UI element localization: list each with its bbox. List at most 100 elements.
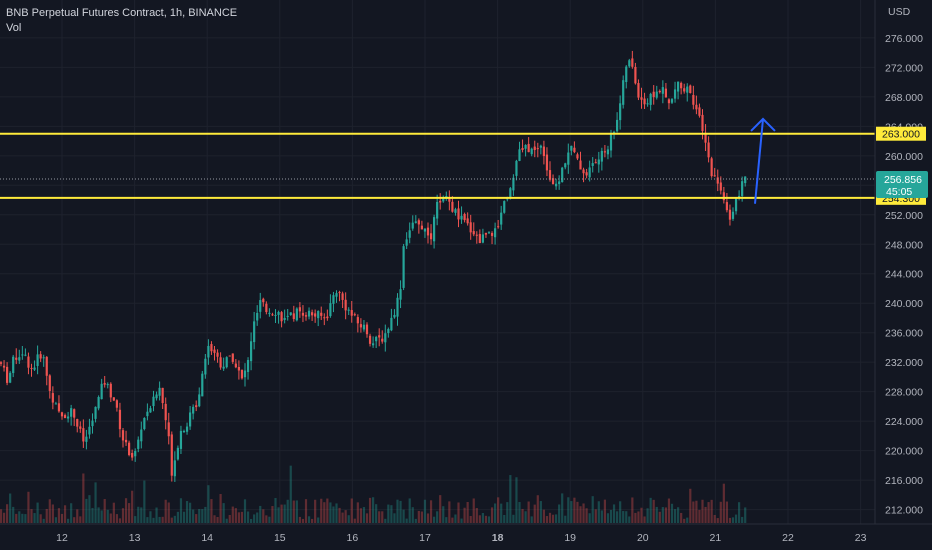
candle-body [561,167,564,183]
volume-bar [637,511,640,523]
volume-bar [67,518,70,523]
volume-bar [375,504,378,523]
y-tick-label[interactable]: 244.000 [885,269,923,281]
volume-bar [451,517,454,523]
candle-body [118,409,122,430]
x-tick-label[interactable]: 14 [201,532,213,544]
candle-body [381,338,384,342]
candle-body [658,90,661,93]
candle-body [603,151,606,153]
candle-body [51,393,54,403]
volume-bar [716,518,719,523]
volume-bar [70,503,73,523]
volume-bar [146,517,149,523]
volume-bar [393,513,396,523]
y-tick-label[interactable]: 224.000 [885,416,923,428]
x-tick-label[interactable]: 21 [710,532,722,544]
volume-bar [253,514,256,523]
volume-bar [670,503,674,523]
y-tick-label[interactable]: 240.000 [885,298,923,310]
volume-bar [481,513,484,523]
volume-bar [603,499,606,523]
candle-body [356,317,359,324]
volume-bar [655,506,658,523]
horizontal-levels[interactable] [0,132,875,199]
volume-bar [417,510,420,523]
candle-body [567,152,570,165]
x-tick-label[interactable]: 23 [855,532,867,544]
volume-bar [204,506,207,523]
candle-body [667,99,671,104]
candle-body [490,233,494,236]
volume-bar [109,513,112,523]
y-tick-label[interactable]: 248.000 [885,239,923,251]
volume-indicator-label[interactable]: Vol [6,22,22,34]
candle-body [24,354,27,356]
volume-bar [719,501,722,523]
candle-body [246,360,250,372]
candle-body [277,312,280,315]
candle-body [225,357,228,368]
volume-bar [667,498,671,523]
candlestick-series[interactable] [0,50,747,482]
candle-body [60,412,64,417]
candle-body [646,103,649,105]
y-tick-label[interactable]: 260.000 [885,151,923,163]
volume-bar [164,499,167,523]
y-tick-label[interactable]: 272.000 [885,62,923,74]
candle-body [542,146,545,157]
y-tick-label[interactable]: 276.000 [885,33,923,45]
y-tick-label[interactable]: 220.000 [885,446,923,458]
x-tick-label[interactable]: 18 [492,532,504,544]
candle-body [555,183,558,187]
volume-bar [457,502,460,523]
candle-body [414,221,417,223]
candle-body [707,142,710,158]
volume-bar [304,499,308,523]
x-tick-label[interactable]: 13 [129,532,141,544]
x-tick-label[interactable]: 19 [564,532,576,544]
y-tick-label[interactable]: 216.000 [885,475,923,487]
volume-bar [167,502,170,523]
y-tick-label[interactable]: 228.000 [885,387,923,399]
candle-body [683,88,686,92]
volume-bar [619,501,622,523]
volume-bar [545,516,549,523]
volume-bar [509,475,512,523]
y-tick-label[interactable]: 232.000 [885,357,923,369]
candle-body [100,383,103,400]
volume-bar [463,507,466,523]
y-tick-label[interactable]: 252.000 [885,210,923,222]
candle-body [600,150,603,162]
y-tick-label[interactable]: 268.000 [885,92,923,104]
volume-bar [246,511,250,523]
candle-body [0,362,3,364]
volume-bar [597,501,600,523]
x-tick-label[interactable]: 15 [274,532,286,544]
candle-body [344,299,347,311]
x-tick-label[interactable]: 12 [56,532,68,544]
candle-body [289,312,292,315]
y-tick-label[interactable]: 212.000 [885,505,923,517]
volume-bar [298,516,301,523]
volume-bar [311,518,314,523]
volume-bar [207,485,210,523]
candle-body [408,230,411,238]
candle-body [481,234,484,243]
currency-label[interactable]: USD [888,6,911,18]
candle-body [619,103,622,121]
symbol-title[interactable]: BNB Perpetual Futures Contract, 1h, BINA… [6,7,238,19]
y-tick-label[interactable]: 236.000 [885,328,923,340]
x-tick-label[interactable]: 17 [419,532,431,544]
time-axis[interactable]: 12 13 14 15 16 17 18 19 20 21 22 23 [56,532,866,544]
x-tick-label[interactable]: 16 [347,532,359,544]
volume-bar [704,506,707,523]
candle-body [268,312,271,314]
volume-bar [652,499,655,523]
candle-body [704,132,707,143]
projection-arrow[interactable] [750,117,776,204]
x-tick-label[interactable]: 20 [637,532,649,544]
x-tick-label[interactable]: 22 [782,532,794,544]
candle-countdown-label: 45:05 [886,186,912,198]
